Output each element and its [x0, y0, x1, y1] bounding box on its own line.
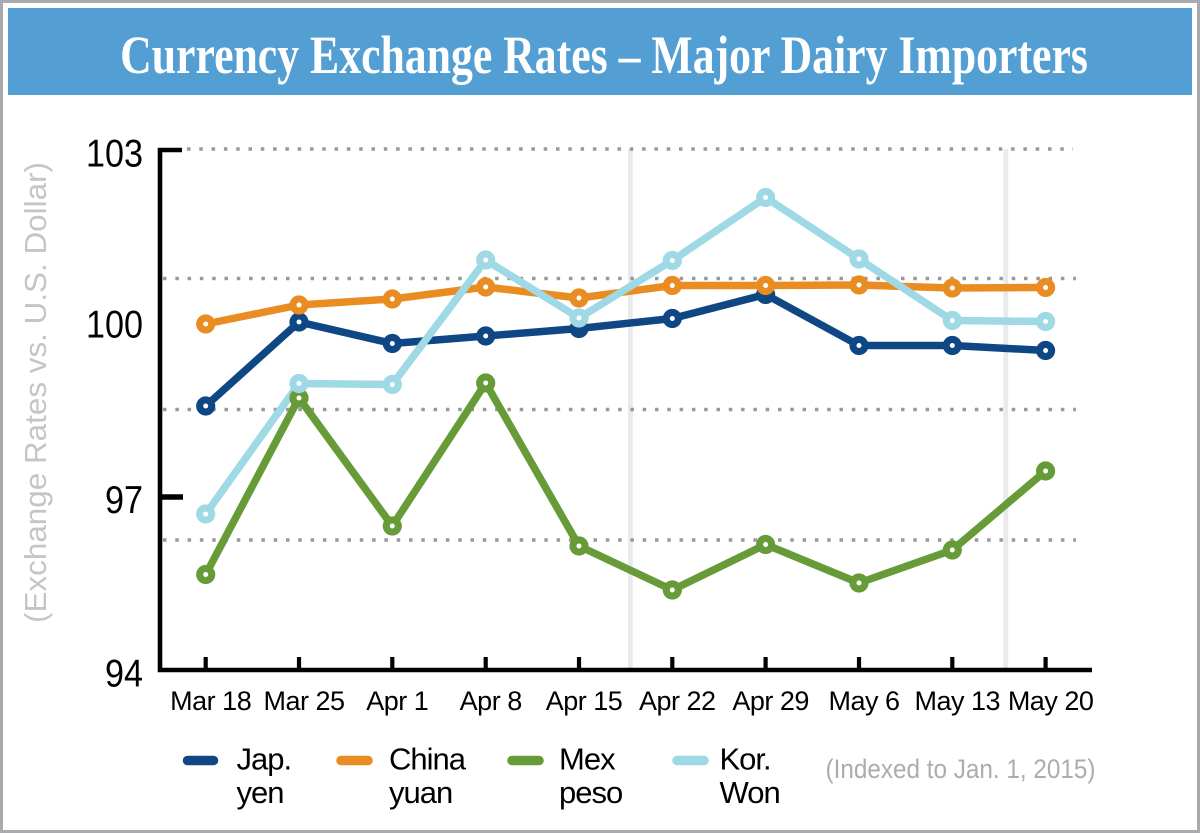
svg-text:Mar 25: Mar 25: [263, 686, 344, 716]
svg-text:May 13: May 13: [915, 686, 1001, 716]
svg-text:China: China: [389, 742, 467, 777]
svg-text:97: 97: [105, 479, 143, 522]
svg-text:Apr 8: Apr 8: [460, 686, 522, 716]
svg-text:Mex: Mex: [559, 742, 616, 777]
svg-text:Won: Won: [720, 775, 780, 810]
svg-text:peso: peso: [559, 775, 622, 810]
svg-text:Kor.: Kor.: [720, 742, 771, 777]
svg-text:94: 94: [105, 653, 143, 696]
svg-text:Apr 22: Apr 22: [639, 686, 716, 716]
svg-text:Jap.: Jap.: [237, 742, 292, 777]
svg-text:yuan: yuan: [389, 775, 452, 810]
svg-text:(Exchange Rates vs. U.S. Dolla: (Exchange Rates vs. U.S. Dollar): [18, 162, 53, 623]
svg-text:yen: yen: [237, 775, 284, 810]
svg-text:Apr 29: Apr 29: [732, 686, 809, 716]
svg-text:Apr 15: Apr 15: [546, 686, 623, 716]
svg-text:100: 100: [86, 304, 143, 347]
svg-text:Apr 1: Apr 1: [366, 686, 428, 716]
svg-text:Mar 18: Mar 18: [170, 686, 251, 716]
svg-text:(Indexed to Jan. 1, 2015): (Indexed to Jan. 1, 2015): [826, 754, 1096, 784]
svg-text:May 20: May 20: [1008, 686, 1094, 716]
svg-text:103: 103: [86, 133, 143, 176]
svg-text:May 6: May 6: [828, 686, 899, 716]
